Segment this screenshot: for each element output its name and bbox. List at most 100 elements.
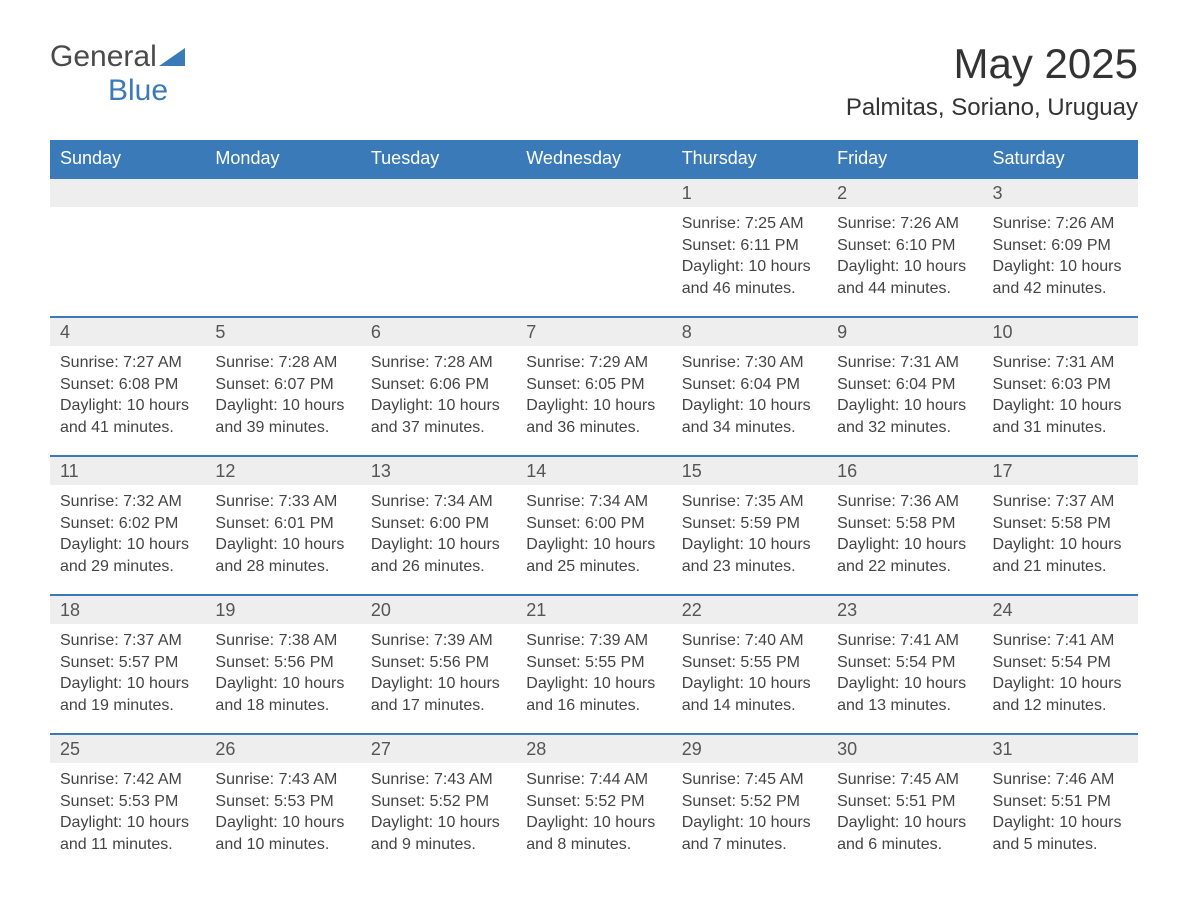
sunset-text: Sunset: 5:51 PM — [837, 791, 972, 813]
daylight-text: Daylight: 10 hours and 36 minutes. — [526, 395, 661, 438]
daylight-text: Daylight: 10 hours and 34 minutes. — [682, 395, 817, 438]
content-row: Sunrise: 7:25 AMSunset: 6:11 PMDaylight:… — [50, 207, 1138, 317]
sunset-text: Sunset: 6:11 PM — [682, 235, 817, 257]
sunset-text: Sunset: 6:04 PM — [682, 374, 817, 396]
empty-cell — [205, 207, 360, 317]
day-cell: Sunrise: 7:45 AMSunset: 5:52 PMDaylight:… — [672, 763, 827, 873]
sunrise-text: Sunrise: 7:26 AM — [993, 213, 1128, 235]
day-cell: Sunrise: 7:34 AMSunset: 6:00 PMDaylight:… — [361, 485, 516, 595]
sunrise-text: Sunrise: 7:26 AM — [837, 213, 972, 235]
daylight-text: Daylight: 10 hours and 8 minutes. — [526, 812, 661, 855]
sunrise-text: Sunrise: 7:44 AM — [526, 769, 661, 791]
content-row: Sunrise: 7:37 AMSunset: 5:57 PMDaylight:… — [50, 624, 1138, 734]
sunset-text: Sunset: 5:52 PM — [682, 791, 817, 813]
calendar-table: Sunday Monday Tuesday Wednesday Thursday… — [50, 140, 1138, 873]
day-number: 15 — [672, 456, 827, 485]
sunset-text: Sunset: 6:05 PM — [526, 374, 661, 396]
empty-daynum — [361, 178, 516, 207]
page-title: May 2025 — [846, 40, 1138, 88]
daynum-row: 25262728293031 — [50, 734, 1138, 763]
daylight-text: Daylight: 10 hours and 25 minutes. — [526, 534, 661, 577]
sunset-text: Sunset: 5:52 PM — [526, 791, 661, 813]
sunrise-text: Sunrise: 7:45 AM — [837, 769, 972, 791]
sunset-text: Sunset: 6:06 PM — [371, 374, 506, 396]
day-number: 3 — [983, 178, 1138, 207]
day-number: 13 — [361, 456, 516, 485]
day-cell: Sunrise: 7:36 AMSunset: 5:58 PMDaylight:… — [827, 485, 982, 595]
sunrise-text: Sunrise: 7:25 AM — [682, 213, 817, 235]
sunset-text: Sunset: 6:07 PM — [215, 374, 350, 396]
sunrise-text: Sunrise: 7:31 AM — [993, 352, 1128, 374]
day-number: 12 — [205, 456, 360, 485]
day-cell: Sunrise: 7:25 AMSunset: 6:11 PMDaylight:… — [672, 207, 827, 317]
daylight-text: Daylight: 10 hours and 26 minutes. — [371, 534, 506, 577]
day-cell: Sunrise: 7:28 AMSunset: 6:07 PMDaylight:… — [205, 346, 360, 456]
location-text: Palmitas, Soriano, Uruguay — [846, 94, 1138, 122]
day-cell: Sunrise: 7:29 AMSunset: 6:05 PMDaylight:… — [516, 346, 671, 456]
sunrise-text: Sunrise: 7:32 AM — [60, 491, 195, 513]
day-cell: Sunrise: 7:40 AMSunset: 5:55 PMDaylight:… — [672, 624, 827, 734]
content-row: Sunrise: 7:32 AMSunset: 6:02 PMDaylight:… — [50, 485, 1138, 595]
sunrise-text: Sunrise: 7:43 AM — [215, 769, 350, 791]
day-number: 5 — [205, 317, 360, 346]
day-number: 11 — [50, 456, 205, 485]
sunset-text: Sunset: 5:52 PM — [371, 791, 506, 813]
content-row: Sunrise: 7:42 AMSunset: 5:53 PMDaylight:… — [50, 763, 1138, 873]
sunset-text: Sunset: 5:55 PM — [526, 652, 661, 674]
col-tuesday: Tuesday — [361, 140, 516, 178]
sunset-text: Sunset: 5:53 PM — [215, 791, 350, 813]
daylight-text: Daylight: 10 hours and 23 minutes. — [682, 534, 817, 577]
col-friday: Friday — [827, 140, 982, 178]
sunrise-text: Sunrise: 7:38 AM — [215, 630, 350, 652]
daynum-row: 45678910 — [50, 317, 1138, 346]
day-number: 23 — [827, 595, 982, 624]
sunrise-text: Sunrise: 7:33 AM — [215, 491, 350, 513]
daylight-text: Daylight: 10 hours and 10 minutes. — [215, 812, 350, 855]
sunset-text: Sunset: 5:55 PM — [682, 652, 817, 674]
daylight-text: Daylight: 10 hours and 22 minutes. — [837, 534, 972, 577]
sunset-text: Sunset: 6:09 PM — [993, 235, 1128, 257]
day-cell: Sunrise: 7:37 AMSunset: 5:57 PMDaylight:… — [50, 624, 205, 734]
day-number: 26 — [205, 734, 360, 763]
daylight-text: Daylight: 10 hours and 29 minutes. — [60, 534, 195, 577]
sunrise-text: Sunrise: 7:42 AM — [60, 769, 195, 791]
sunset-text: Sunset: 5:54 PM — [993, 652, 1128, 674]
sunset-text: Sunset: 5:53 PM — [60, 791, 195, 813]
weekday-header-row: Sunday Monday Tuesday Wednesday Thursday… — [50, 140, 1138, 178]
day-number: 20 — [361, 595, 516, 624]
sunrise-text: Sunrise: 7:41 AM — [837, 630, 972, 652]
daylight-text: Daylight: 10 hours and 19 minutes. — [60, 673, 195, 716]
empty-cell — [361, 207, 516, 317]
sunrise-text: Sunrise: 7:40 AM — [682, 630, 817, 652]
sunset-text: Sunset: 5:58 PM — [993, 513, 1128, 535]
sunrise-text: Sunrise: 7:41 AM — [993, 630, 1128, 652]
day-number: 4 — [50, 317, 205, 346]
empty-daynum — [205, 178, 360, 207]
day-number: 19 — [205, 595, 360, 624]
daylight-text: Daylight: 10 hours and 39 minutes. — [215, 395, 350, 438]
sunset-text: Sunset: 6:00 PM — [371, 513, 506, 535]
brand-logo: General Blue — [50, 40, 185, 108]
col-thursday: Thursday — [672, 140, 827, 178]
day-number: 24 — [983, 595, 1138, 624]
daynum-row: 123 — [50, 178, 1138, 207]
day-cell: Sunrise: 7:41 AMSunset: 5:54 PMDaylight:… — [827, 624, 982, 734]
daylight-text: Daylight: 10 hours and 44 minutes. — [837, 256, 972, 299]
day-cell: Sunrise: 7:26 AMSunset: 6:10 PMDaylight:… — [827, 207, 982, 317]
sunset-text: Sunset: 6:00 PM — [526, 513, 661, 535]
day-cell: Sunrise: 7:39 AMSunset: 5:56 PMDaylight:… — [361, 624, 516, 734]
day-number: 14 — [516, 456, 671, 485]
day-cell: Sunrise: 7:45 AMSunset: 5:51 PMDaylight:… — [827, 763, 982, 873]
day-cell: Sunrise: 7:43 AMSunset: 5:53 PMDaylight:… — [205, 763, 360, 873]
daylight-text: Daylight: 10 hours and 13 minutes. — [837, 673, 972, 716]
empty-cell — [516, 207, 671, 317]
sunset-text: Sunset: 6:02 PM — [60, 513, 195, 535]
day-number: 29 — [672, 734, 827, 763]
day-number: 7 — [516, 317, 671, 346]
day-cell: Sunrise: 7:28 AMSunset: 6:06 PMDaylight:… — [361, 346, 516, 456]
sunset-text: Sunset: 5:56 PM — [371, 652, 506, 674]
sunrise-text: Sunrise: 7:28 AM — [215, 352, 350, 374]
day-number: 30 — [827, 734, 982, 763]
sunset-text: Sunset: 6:01 PM — [215, 513, 350, 535]
daylight-text: Daylight: 10 hours and 46 minutes. — [682, 256, 817, 299]
